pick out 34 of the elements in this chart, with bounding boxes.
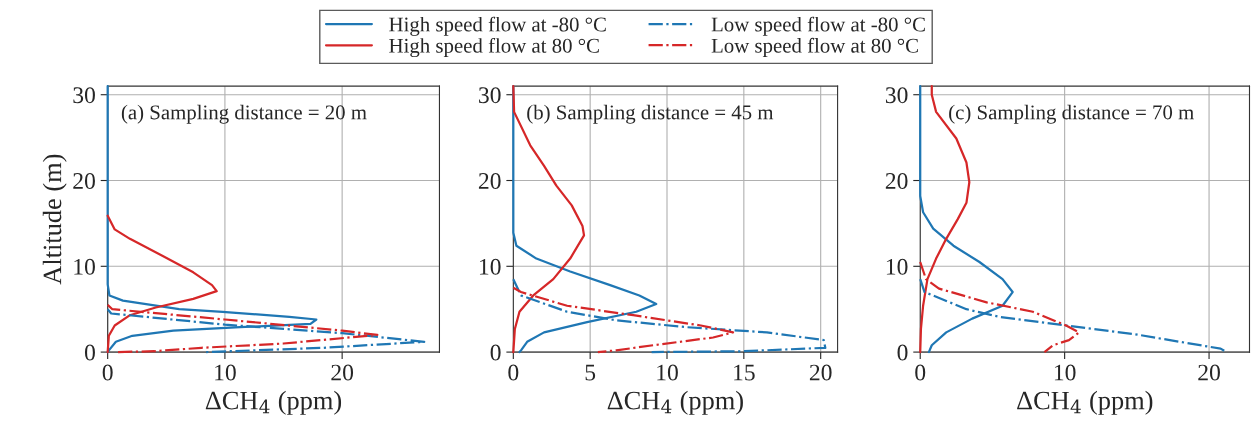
annotation: (a) Sampling distance = 20 m <box>121 104 367 124</box>
y-tick-label: 30 <box>479 87 501 104</box>
legend-label: Low speed flow at 80 °C <box>711 37 918 57</box>
y-tick-label: 20 <box>73 173 95 189</box>
y-tick-label: 0 <box>897 344 908 361</box>
legend-label: High speed flow at -80 °C <box>389 16 606 36</box>
legend-label: High speed flow at 80 °C <box>389 37 599 58</box>
x-tick-label: 15 <box>734 364 755 381</box>
y-axis-title: Altitude (m) <box>42 154 67 285</box>
x-tick-label: 20 <box>1198 364 1220 381</box>
x-tick-label: 10 <box>657 364 678 381</box>
annotation: (c) Sampling distance = 70 m <box>949 104 1194 124</box>
y-tick-label: 30 <box>73 87 95 104</box>
y-tick-label: 20 <box>478 173 501 189</box>
x-tick-label: 0 <box>102 364 113 381</box>
x-tick-label: 10 <box>1054 364 1076 381</box>
legend-label: Low speed flow at -80 °C <box>711 16 925 36</box>
x-tick-label: 20 <box>331 364 354 381</box>
x-tick-label: 0 <box>508 364 519 381</box>
x-tick-label: 20 <box>809 364 832 381</box>
y-tick-label: 10 <box>479 258 501 275</box>
y-tick-label: 0 <box>490 344 501 361</box>
y-tick-label: 30 <box>885 87 908 104</box>
y-tick-label: 10 <box>886 258 908 275</box>
annotation: (b) Sampling distance = 45 m <box>527 104 774 124</box>
x-axis-title: ΔCH$_{4}$ (ppm) <box>205 390 342 415</box>
x-axis-title: ΔCH$_{4}$ (ppm) <box>1017 390 1153 415</box>
x-tick-label: 0 <box>915 364 926 381</box>
x-tick-label: 10 <box>215 364 236 381</box>
y-tick-label: 10 <box>74 258 95 275</box>
y-tick-label: 0 <box>84 344 95 361</box>
y-tick-label: 20 <box>885 173 908 189</box>
x-axis-title: ΔCH$_{4}$ (ppm) <box>607 390 743 415</box>
x-tick-label: 5 <box>585 364 596 381</box>
